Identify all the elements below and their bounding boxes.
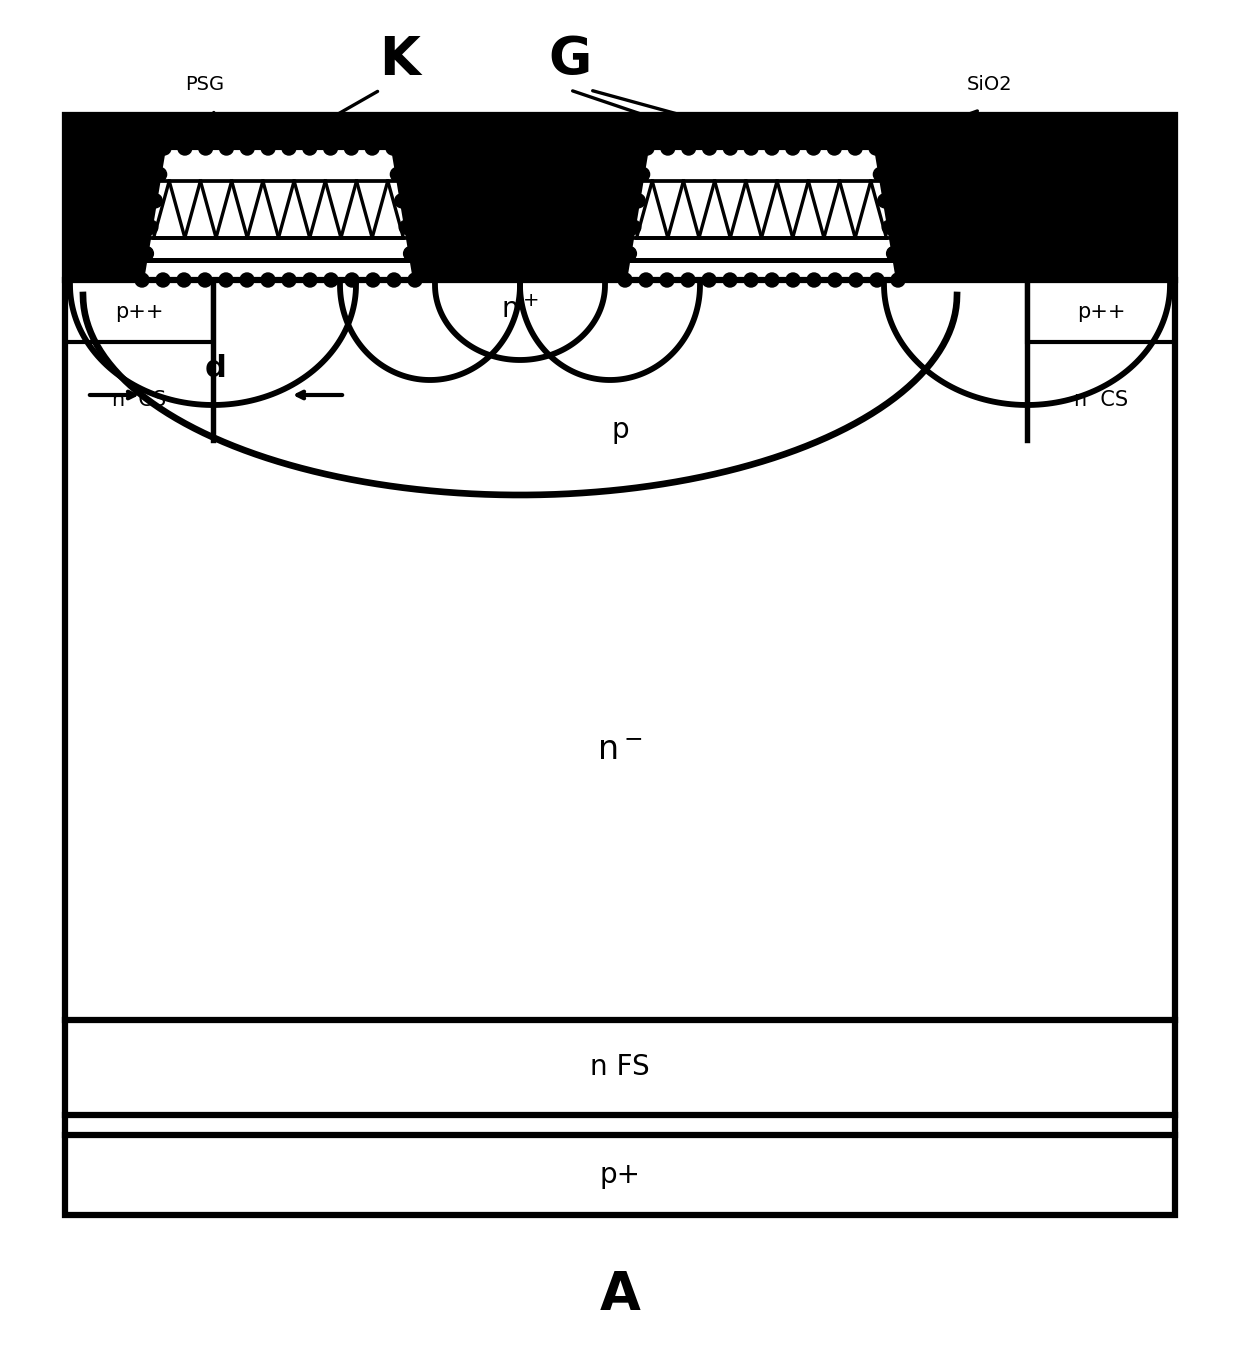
Circle shape: [626, 221, 641, 234]
Circle shape: [198, 141, 212, 154]
Circle shape: [303, 141, 316, 154]
Text: d: d: [205, 353, 227, 383]
Circle shape: [744, 141, 758, 154]
Circle shape: [324, 141, 337, 154]
Circle shape: [394, 194, 409, 207]
Circle shape: [744, 274, 758, 287]
Circle shape: [828, 274, 842, 287]
Bar: [64, 115, 1176, 280]
Circle shape: [807, 274, 821, 287]
Text: n FS: n FS: [590, 1053, 650, 1080]
Polygon shape: [625, 148, 898, 280]
Text: n  CS: n CS: [112, 390, 166, 410]
Circle shape: [177, 274, 191, 287]
Circle shape: [139, 246, 154, 260]
Circle shape: [849, 274, 863, 287]
Circle shape: [281, 274, 296, 287]
Circle shape: [241, 141, 254, 154]
Circle shape: [660, 274, 675, 287]
Circle shape: [827, 141, 842, 154]
Circle shape: [262, 141, 275, 154]
Circle shape: [640, 141, 653, 154]
Circle shape: [153, 168, 166, 181]
Circle shape: [345, 274, 360, 287]
Circle shape: [281, 141, 296, 154]
Bar: [1027, 280, 1176, 343]
Circle shape: [618, 274, 632, 287]
Text: PSG: PSG: [186, 76, 224, 95]
Polygon shape: [143, 148, 415, 280]
Text: n$^-$: n$^-$: [598, 734, 642, 766]
Text: p++: p++: [1076, 302, 1125, 322]
Text: SiO2: SiO2: [967, 76, 1013, 95]
Circle shape: [882, 221, 897, 234]
Circle shape: [869, 141, 883, 154]
Circle shape: [848, 141, 862, 154]
Circle shape: [260, 274, 275, 287]
Circle shape: [219, 141, 233, 154]
Circle shape: [661, 141, 675, 154]
Circle shape: [157, 141, 171, 154]
Text: G: G: [548, 34, 591, 87]
Circle shape: [386, 141, 401, 154]
Circle shape: [786, 141, 800, 154]
Circle shape: [198, 274, 212, 287]
Circle shape: [345, 141, 358, 154]
Circle shape: [878, 194, 892, 207]
Circle shape: [682, 141, 696, 154]
Circle shape: [887, 246, 900, 260]
Text: p++: p++: [115, 302, 164, 322]
Circle shape: [149, 194, 162, 207]
Circle shape: [399, 221, 413, 234]
Circle shape: [723, 274, 737, 287]
Circle shape: [391, 168, 404, 181]
Circle shape: [765, 141, 779, 154]
Circle shape: [870, 274, 884, 287]
Circle shape: [702, 274, 715, 287]
Text: K: K: [379, 34, 420, 87]
Circle shape: [135, 274, 149, 287]
Circle shape: [241, 274, 254, 287]
Text: n  CS: n CS: [1074, 390, 1128, 410]
Circle shape: [681, 274, 694, 287]
Circle shape: [387, 274, 401, 287]
Circle shape: [765, 274, 779, 287]
Circle shape: [366, 141, 379, 154]
Circle shape: [723, 141, 738, 154]
Text: p+: p+: [599, 1160, 641, 1189]
Circle shape: [366, 274, 379, 287]
Circle shape: [892, 274, 905, 287]
Circle shape: [873, 168, 888, 181]
Circle shape: [622, 246, 636, 260]
Circle shape: [219, 274, 233, 287]
Circle shape: [156, 274, 170, 287]
Circle shape: [636, 168, 650, 181]
Circle shape: [631, 194, 645, 207]
Circle shape: [303, 274, 317, 287]
Bar: [64, 115, 1176, 1215]
Text: n$^+$: n$^+$: [501, 297, 539, 324]
Circle shape: [144, 221, 157, 234]
Circle shape: [324, 274, 339, 287]
Circle shape: [408, 274, 422, 287]
Circle shape: [403, 246, 418, 260]
Circle shape: [702, 141, 717, 154]
Bar: [64, 115, 1176, 1215]
Bar: [64, 280, 213, 343]
Circle shape: [786, 274, 800, 287]
Circle shape: [639, 274, 653, 287]
Text: p: p: [611, 416, 629, 444]
Text: A: A: [600, 1269, 640, 1322]
Circle shape: [806, 141, 821, 154]
Circle shape: [177, 141, 192, 154]
